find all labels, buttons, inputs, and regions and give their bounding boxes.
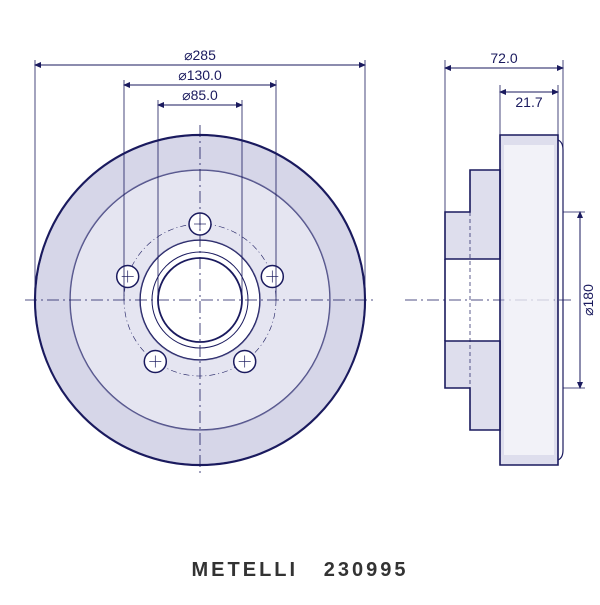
dim-d180: ⌀180 — [580, 284, 596, 316]
dim-w217: 21.7 — [515, 94, 542, 110]
brake-disc-diagram: ⌀85.0 ⌀130.0 ⌀285 72.0 21.7 — [0, 0, 600, 600]
side-view — [405, 135, 575, 465]
brand-label: METELLI — [192, 559, 299, 581]
dim-d285: ⌀285 — [184, 47, 216, 63]
dim-w72: 72.0 — [490, 50, 517, 66]
part-number-label: 230995 — [324, 559, 409, 581]
product-footer: METELLI 230995 — [0, 559, 600, 582]
front-view — [25, 125, 375, 475]
dim-d130: ⌀130.0 — [178, 67, 222, 83]
dim-d85: ⌀85.0 — [182, 87, 218, 103]
